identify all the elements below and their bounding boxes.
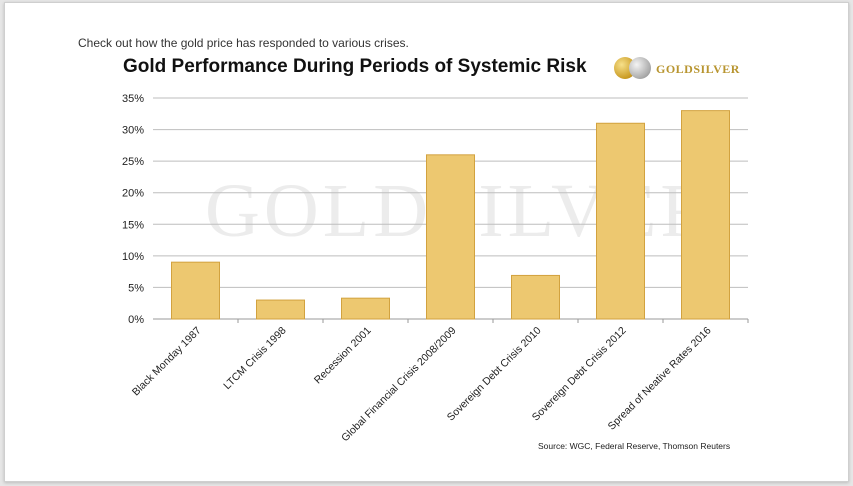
bar: [596, 122, 645, 320]
x-tick-label: LTCM Crisis 1998: [221, 325, 288, 392]
source-note: Source: WGC, Federal Reserve, Thomson Re…: [538, 441, 731, 451]
y-tick-label: 30%: [122, 125, 144, 137]
y-tick-label: 0%: [128, 314, 144, 326]
x-tick-label: Black Monday 1987: [130, 325, 204, 399]
y-tick-label: 25%: [122, 156, 144, 168]
bar: [511, 274, 560, 320]
bar: [426, 154, 475, 320]
y-tick-label: 35%: [122, 93, 144, 105]
x-tick-label: Spread of Neative Rates 2016: [606, 325, 714, 433]
logo-text: GOLDSILVER: [656, 62, 740, 76]
goldsilver-logo: GOLDSILVER: [612, 57, 752, 83]
bar: [681, 110, 730, 320]
x-tick-label: Sovereign Debt Crisis 2010: [445, 325, 544, 424]
y-tick-label: 5%: [128, 282, 144, 294]
y-tick-label: 15%: [122, 219, 144, 231]
y-tick-label: 20%: [122, 188, 144, 200]
y-tick-label: 10%: [122, 251, 144, 263]
silver-coin-icon: [629, 57, 651, 79]
bar: [171, 261, 220, 320]
chart-title: Gold Performance During Periods of Syste…: [123, 56, 587, 77]
bar: [256, 299, 305, 320]
intro-text: Check out how the gold price has respond…: [78, 36, 409, 50]
x-tick-label: Sovereign Debt Crisis 2012: [530, 325, 629, 424]
x-tick-label: Recession 2001: [312, 325, 374, 387]
bar: [341, 297, 390, 320]
